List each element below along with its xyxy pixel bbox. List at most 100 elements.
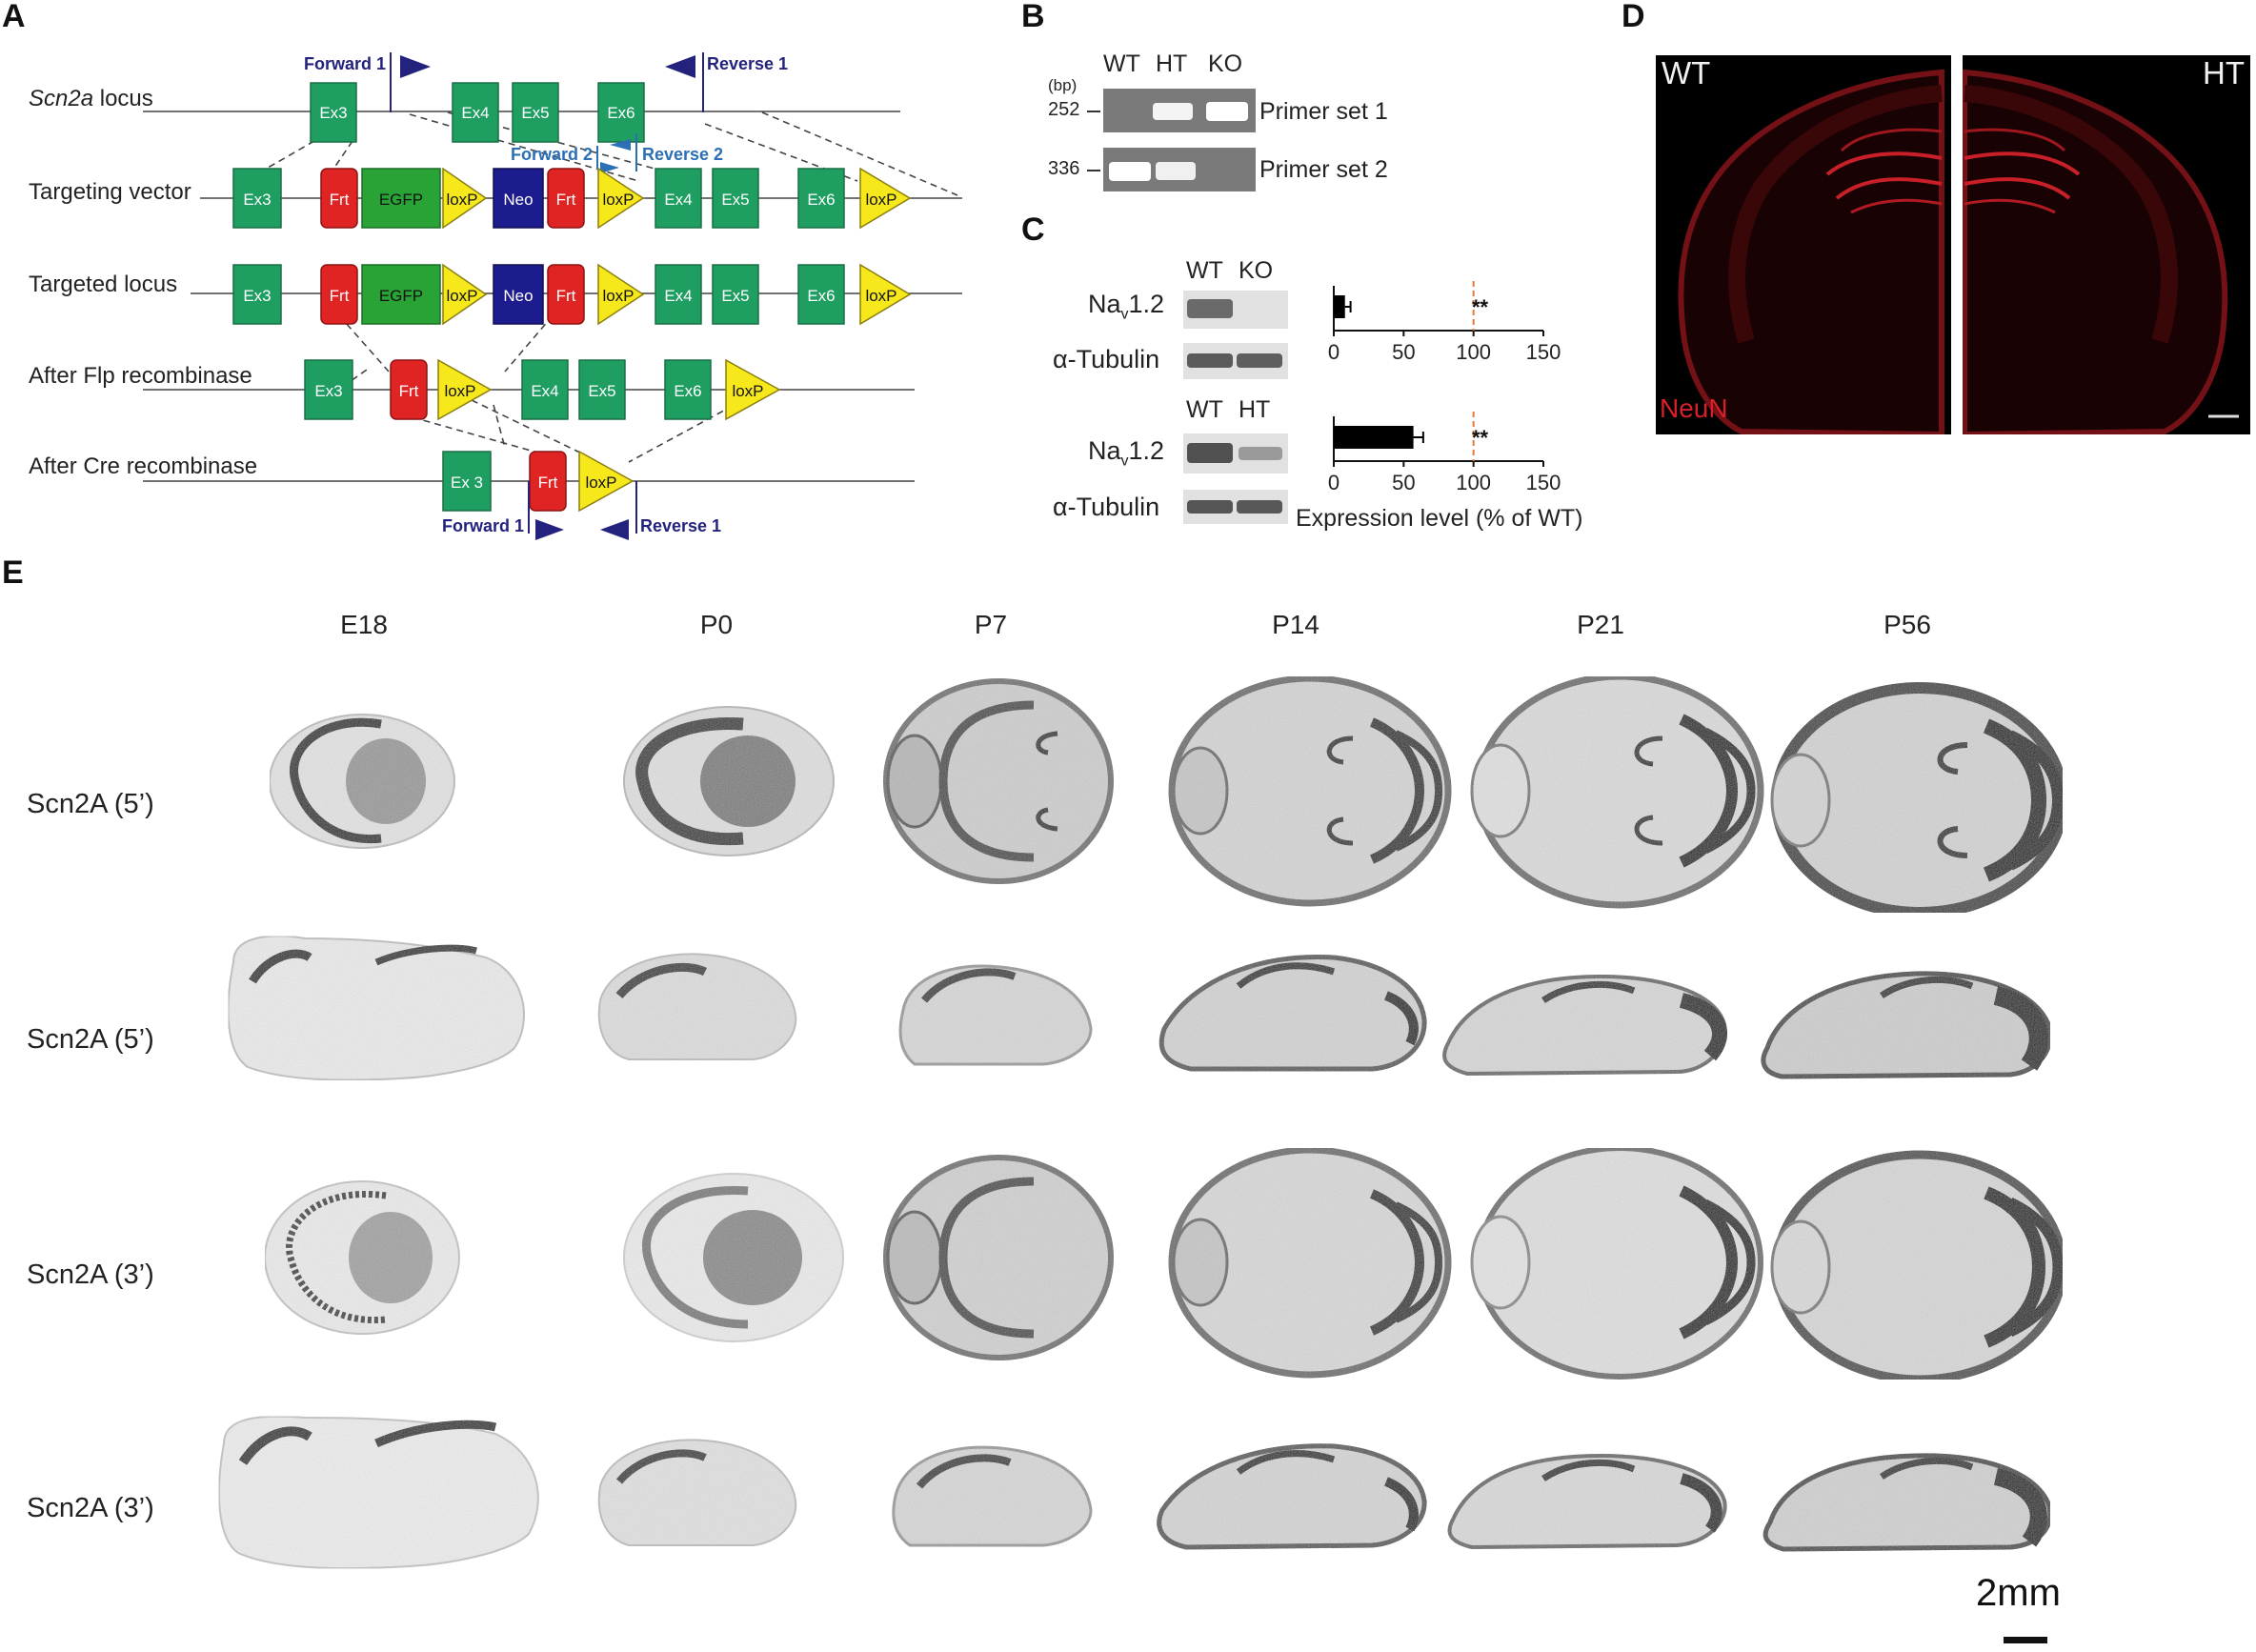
forward1-arrow-bottom (535, 519, 564, 540)
ex6-label-row3: Ex6 (807, 287, 835, 305)
lane-label-wt: WT (1103, 50, 1140, 77)
x-tick-label: 0 (1328, 340, 1340, 364)
egfp-label-row2: EGFP (379, 191, 423, 209)
age-p56: P56 (1883, 610, 1931, 639)
forward1-label-bottom: Forward 1 (442, 516, 524, 535)
row-label-targeting-vector: Targeting vector (29, 179, 191, 205)
ex4-label-row2: Ex4 (664, 191, 692, 209)
forward2-label: Forward 2 (511, 145, 593, 164)
ex5-label-row2: Ex5 (721, 191, 749, 209)
blot1-tubulin (1183, 343, 1288, 379)
loxp-label-row4a: loxP (444, 382, 475, 400)
x-tick-label: 50 (1392, 471, 1415, 494)
ex6-label-row2: Ex6 (807, 191, 835, 209)
ex3-label-row1: Ex3 (319, 104, 347, 122)
ex3-label-row5: Ex 3 (451, 473, 483, 492)
ex4-label-row4: Ex4 (531, 382, 558, 400)
panel-b-letter: B (1021, 0, 1045, 34)
age-p7: P7 (974, 610, 1008, 639)
loxp-label-row4b: loxP (732, 382, 763, 400)
x-tick-label: 150 (1526, 340, 1561, 364)
blot1-lane-ko: KO (1239, 257, 1274, 284)
frt-label-row2b: Frt (556, 191, 576, 209)
chart-ko-expression: ** 0 50 100 150 (1328, 281, 1561, 364)
marker-336: 336 (1048, 158, 1080, 179)
lane-label-ko: KO (1208, 50, 1243, 77)
reverse1-arrow-top (665, 55, 695, 78)
chart-ht-expression: ** 0 50 100 150 (1328, 412, 1561, 494)
ex3-label-row2: Ex3 (243, 191, 271, 209)
frt-label-row4: Frt (399, 382, 419, 400)
scale-bar (2004, 1637, 2047, 1643)
ex3-label-row4: Ex3 (314, 382, 342, 400)
reverse1-arrow-bottom (600, 519, 629, 540)
bar-ko (1334, 295, 1345, 318)
forward2-arrow (600, 162, 619, 173)
age-p0: P0 (699, 610, 734, 639)
gene-targeting-diagram: Ex3 Ex4 Ex5 Ex6 Forward 1 Reverse 1 Forw… (143, 52, 962, 540)
chart-xlabel: Expression level (% of WT) (1296, 505, 1583, 532)
panel-a-letter: A (2, 0, 26, 34)
reverse2-label: Reverse 2 (642, 145, 723, 164)
neo-label-row2: Neo (503, 191, 533, 209)
age-p14: P14 (1272, 610, 1319, 639)
loxp-label-row2a: loxP (446, 191, 477, 209)
tubulin-label-2: α-Tubulin (1053, 493, 1160, 521)
loxp-label-row3b: loxP (602, 287, 634, 305)
blot2-lane-ht: HT (1239, 396, 1271, 423)
neun-stain-label: NeuN (1660, 393, 1728, 423)
neo-label-row3: Neo (503, 287, 533, 305)
frt-label-row3a: Frt (330, 287, 350, 305)
marker-252: 252 (1048, 99, 1080, 120)
x-tick-label: 50 (1392, 340, 1415, 364)
age-p21: P21 (1577, 610, 1624, 639)
nav12-label-1: Nav1.2 (1088, 290, 1165, 323)
significance-label: ** (1472, 295, 1489, 319)
forward1-label-top: Forward 1 (304, 54, 386, 73)
blot1-lane-wt: WT (1186, 257, 1223, 284)
reverse1-label-top: Reverse 1 (707, 54, 788, 73)
nav12-label-2: Nav1.2 (1088, 436, 1165, 470)
blot1-nav12 (1183, 291, 1288, 329)
scale-bar-label: 2mm (1976, 1572, 2061, 1614)
neun-wt-label: WT (1662, 55, 1711, 91)
ex5-label-row1: Ex5 (521, 104, 549, 122)
loxp-label-row2c: loxP (865, 191, 896, 209)
bp-unit-label: (bp) (1048, 76, 1078, 94)
row-label-scn2a-3prime-sagittal: Scn2A (3’) (27, 1493, 154, 1523)
blot2-lane-wt: WT (1186, 396, 1223, 423)
panel-e-letter: E (2, 554, 24, 591)
panel-c-letter: C (1021, 212, 1045, 248)
bar-ht (1334, 426, 1414, 449)
gel-primer-set-1 (1103, 89, 1256, 132)
row-label-after-flp: After Flp recombinase (29, 363, 252, 389)
primer-set-2-label: Primer set 2 (1259, 156, 1388, 183)
frt-label-row5: Frt (538, 473, 558, 492)
loxp-label-row5: loxP (585, 473, 616, 492)
x-tick-label: 150 (1526, 471, 1561, 494)
reverse1-label-bottom: Reverse 1 (640, 516, 721, 535)
egfp-label-row3: EGFP (379, 287, 423, 305)
panel-d-letter: D (1622, 0, 1645, 34)
forward1-arrow-top (400, 55, 431, 78)
ex4-label-row1: Ex4 (461, 104, 489, 122)
in-situ-image-grid (218, 673, 2068, 1570)
ex4-label-row3: Ex4 (664, 287, 692, 305)
loxp-label-row2b: loxP (602, 191, 634, 209)
lane-label-ht: HT (1156, 50, 1188, 77)
blot2-nav12 (1183, 433, 1288, 473)
row-label-scn2a-5prime-sagittal: Scn2A (5’) (27, 1024, 154, 1055)
loxp-label-row3c: loxP (865, 287, 896, 305)
row-label-after-cre: After Cre recombinase (29, 453, 258, 479)
ex6-label-row4: Ex6 (674, 382, 701, 400)
frt-label-row3b: Frt (556, 287, 576, 305)
gel-primer-set-2 (1103, 148, 1256, 191)
age-e18: E18 (340, 610, 388, 639)
neun-image-ht: HT (1962, 55, 2250, 438)
row-label-scn2a-locus: Scn2a locus (29, 86, 153, 111)
row-label-scn2a-5prime-horizontal: Scn2A (5’) (27, 789, 154, 819)
neun-image-wt: WT NeuN (1656, 55, 1951, 438)
loxp-label-row3a: loxP (446, 287, 477, 305)
row-label-scn2a-3prime-horizontal: Scn2A (3’) (27, 1259, 154, 1290)
blot2-tubulin (1183, 490, 1288, 524)
